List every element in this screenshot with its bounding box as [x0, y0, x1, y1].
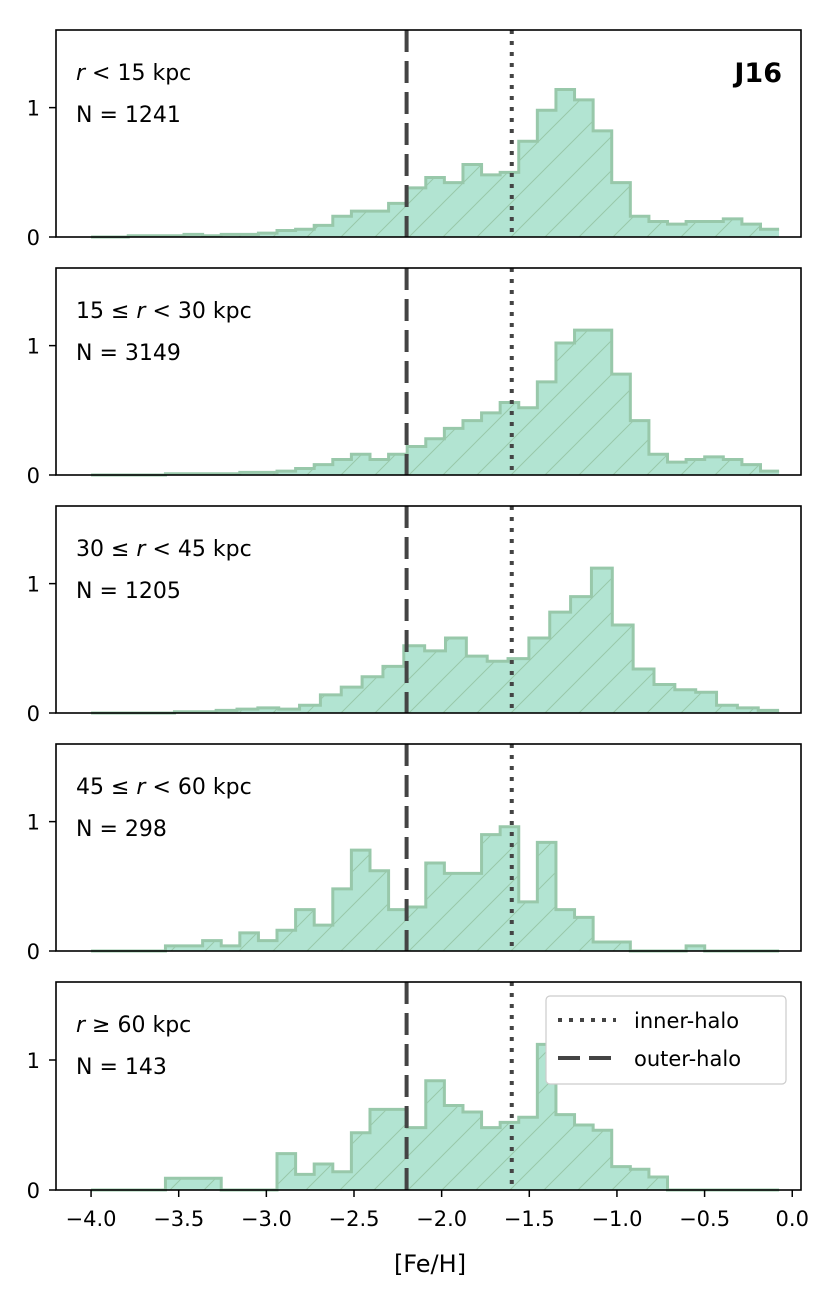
panel-2: 0 1 15 ≤ r < 30 kpc N = 3149 [27, 267, 802, 488]
x-tick-label: −3.5 [153, 1207, 204, 1231]
count-label: N = 1205 [76, 579, 181, 604]
histogram-hatch [91, 826, 780, 951]
count-label: N = 3149 [76, 341, 181, 366]
corner-label: J16 [732, 58, 782, 89]
y-tick-label: 0 [27, 1179, 40, 1203]
histogram-hatch [91, 568, 780, 713]
histogram-outline [91, 328, 780, 477]
axes-frame [55, 981, 802, 1191]
legend: inner-halo outer-halo [545, 995, 787, 1085]
y-tick-label: 0 [27, 464, 40, 488]
axes-frame [55, 267, 802, 476]
y-tick-label: 0 [27, 702, 40, 726]
x-tick-label: −0.5 [679, 1207, 730, 1231]
x-tick-label: 0.0 [776, 1207, 809, 1231]
axes-frame [55, 505, 802, 714]
histogram-hatch [91, 1044, 780, 1190]
panel-5: 0 1 r ≥ 60 kpc N = 143 [27, 981, 802, 1203]
x-tick-label: −1.5 [504, 1207, 555, 1231]
legend-outer-halo-label: outer-halo [634, 1047, 741, 1071]
x-tick-label: −2.5 [329, 1207, 380, 1231]
range-label: r ≥ 60 kpc [76, 1013, 191, 1038]
y-tick-label: 1 [27, 97, 40, 121]
panel-4: 0 1 45 ≤ r < 60 kpc N = 298 [27, 743, 802, 964]
count-label: N = 1241 [76, 103, 181, 128]
histogram-outline [91, 566, 780, 715]
x-axis-label: [Fe/H] [394, 1250, 466, 1278]
legend-inner-halo-label: inner-halo [634, 1009, 739, 1033]
x-tick-label: −4.0 [66, 1207, 117, 1231]
y-tick-label: 1 [27, 811, 40, 835]
histogram-outline [91, 825, 780, 953]
panel-1: 0 1 r < 15 kpc N = 1241 [27, 29, 802, 250]
range-label: r < 15 kpc [76, 61, 191, 86]
count-label: N = 298 [76, 817, 167, 842]
x-tick-label: −1.0 [591, 1207, 642, 1231]
x-tick-label: −3.0 [241, 1207, 292, 1231]
histogram-hatch [91, 89, 780, 237]
y-tick-label: 1 [27, 1049, 40, 1073]
y-tick-label: 0 [27, 226, 40, 250]
y-tick-label: 1 [27, 335, 40, 359]
axes-frame [55, 29, 802, 238]
range-label: 45 ≤ r < 60 kpc [76, 775, 252, 800]
histogram-hatch [91, 330, 780, 475]
x-axis: −4.0 −3.5 −3.0 −2.5 −2.0 −1.5 −1.0 −0.5 0.0 [66, 1190, 809, 1231]
count-label: N = 143 [76, 1055, 167, 1080]
range-label: 15 ≤ r < 30 kpc [76, 299, 252, 324]
histogram-outline [91, 88, 780, 239]
panel-3: 0 1 30 ≤ r < 45 kpc N = 1205 [27, 505, 802, 726]
panels-group: 0 1 r < 15 kpc N = 1241 0 1 15 ≤ r < 30 kpc N =… [27, 29, 802, 1203]
range-label: 30 ≤ r < 45 kpc [76, 537, 252, 562]
axes-frame [55, 743, 802, 952]
y-tick-label: 1 [27, 573, 40, 597]
x-tick-label: −2.0 [416, 1207, 467, 1231]
y-tick-label: 0 [27, 940, 40, 964]
